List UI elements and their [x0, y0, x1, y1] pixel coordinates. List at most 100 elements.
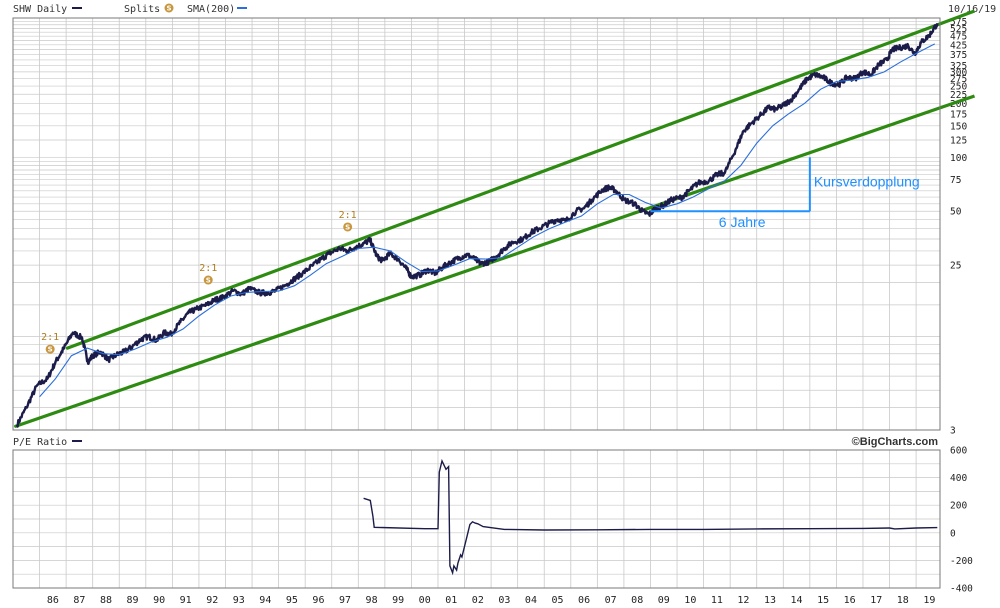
trend-channel-line: [14, 105, 943, 428]
price-y-tick-label: 125: [950, 135, 967, 146]
series-legend-label: SHW Daily: [13, 4, 67, 15]
pe-y-tick-label: -400: [950, 584, 973, 595]
brand-label: ©BigCharts.com: [852, 436, 939, 448]
split-badge-glyph: S: [48, 346, 53, 354]
price-y-tick-label: 150: [950, 121, 967, 132]
x-tick-label: 91: [180, 595, 192, 606]
sma-legend-label: SMA(200): [187, 4, 235, 15]
split-ratio-label: 2:1: [41, 332, 59, 343]
x-tick-label: 15: [817, 595, 829, 606]
sma-line: [39, 43, 935, 398]
x-tick-label: 18: [897, 595, 909, 606]
doubling-annotation: Kursverdopplung 6 Jahre: [650, 157, 920, 230]
x-tick-label: 03: [498, 595, 510, 606]
price-y-tick-label: 200: [950, 99, 967, 110]
split-badge-icon: [203, 275, 213, 285]
price-y-tick-label: 100: [950, 153, 967, 164]
x-tick-label: 90: [153, 595, 165, 606]
pe-series: [363, 458, 938, 576]
price-y-tick-label: 250: [950, 82, 967, 93]
x-tick-label: 97: [339, 595, 351, 606]
trend-channel-line: [65, 21, 943, 350]
trend-channel-extension: [940, 94, 976, 109]
pe-y-tick-label: 400: [950, 473, 967, 484]
x-tick-label: 04: [525, 595, 537, 606]
x-tick-label: 93: [233, 595, 245, 606]
x-tick-label: 94: [259, 595, 271, 606]
price-y-tick-label: 300: [950, 67, 967, 78]
splits-legend-icon: [164, 3, 174, 13]
doubling-label: Kursverdopplung: [814, 173, 920, 189]
pe-legend-label: P/E Ratio: [13, 437, 67, 448]
price-series: [15, 23, 939, 428]
x-tick-label: 13: [764, 595, 776, 606]
x-tick-label: 86: [47, 595, 59, 606]
x-tick-label: 12: [737, 595, 749, 606]
price-y-tick-label: 3: [950, 426, 956, 437]
x-tick-label: 02: [472, 595, 484, 606]
price-line: [15, 23, 939, 428]
split-badge-icon: [45, 344, 55, 354]
x-tick-label: 95: [286, 595, 298, 606]
split-badge-glyph: S: [345, 223, 350, 231]
price-y-tick-label: 475: [950, 32, 967, 43]
price-y-tick-label: 525: [950, 24, 967, 35]
x-tick-label: 05: [551, 595, 563, 606]
x-tick-label: 00: [419, 595, 431, 606]
price-y-tick-label: 575: [950, 17, 967, 28]
x-tick-label: 11: [711, 595, 723, 606]
x-tick-label: 07: [605, 595, 617, 606]
chart-date: 10/16/19: [948, 4, 996, 15]
trend-channel-extension: [940, 9, 976, 25]
x-tick-label: 06: [578, 595, 590, 606]
price-grid: [13, 18, 940, 431]
pe-y-tick-label: 600: [950, 446, 967, 457]
price-y-tick-label: 275: [950, 74, 967, 85]
x-axis: 86 87 88 89 90 91 92 93 94 95 96 97 98 99 00 01 02 03 04 05…: [47, 595, 936, 606]
pe-line: [363, 458, 938, 576]
price-y-tick-label: 75: [950, 175, 961, 186]
pe-y-axis: 600 400 200 0 -200 -400: [950, 446, 973, 595]
x-tick-label: 09: [658, 595, 670, 606]
price-y-tick-label: 175: [950, 109, 967, 120]
splits-legend-label: Splits: [124, 4, 160, 15]
pe-y-tick-label: 200: [950, 501, 967, 512]
pe-legend-swatch: [72, 440, 82, 442]
split-markers: S 2:1 S 2:1 S 2:1: [41, 210, 357, 354]
x-tick-label: 08: [631, 595, 643, 606]
x-tick-label: 17: [870, 595, 882, 606]
series-legend-swatch: [72, 7, 82, 9]
split-ratio-label: 2:1: [199, 263, 217, 274]
x-tick-label: 92: [206, 595, 218, 606]
x-tick-label: 87: [73, 595, 85, 606]
x-tick-label: 10: [684, 595, 696, 606]
splits-legend-icon-glyph: S: [166, 5, 171, 13]
pe-grid: [13, 449, 940, 589]
pe-y-tick-label: 0: [950, 528, 956, 539]
price-y-tick-label: 375: [950, 50, 967, 61]
pe-header: P/E Ratio ©BigCharts.com: [13, 436, 938, 448]
x-tick-label: 14: [791, 595, 803, 606]
pe-panel-frame: [12, 449, 941, 589]
pe-y-tick-label: -200: [950, 556, 973, 567]
price-y-tick-label: 25: [950, 261, 961, 272]
chart-header: SHW Daily Splits S SMA(200) 10/16/19: [13, 3, 996, 15]
price-y-tick-label: 425: [950, 40, 967, 51]
x-tick-label: 96: [312, 595, 324, 606]
x-tick-label: 19: [923, 595, 935, 606]
x-tick-label: 01: [445, 595, 457, 606]
x-tick-label: 99: [392, 595, 404, 606]
x-tick-label: 89: [127, 595, 139, 606]
x-tick-label: 16: [844, 595, 856, 606]
price-panel-frame: [12, 17, 941, 431]
split-ratio-label: 2:1: [339, 210, 357, 221]
split-badge-glyph: S: [206, 277, 211, 285]
trend-channel: [14, 9, 976, 428]
price-y-tick-label: 50: [950, 207, 962, 218]
price-y-tick-label: 225: [950, 90, 967, 101]
years-label: 6 Jahre: [719, 214, 766, 230]
x-tick-label: 98: [366, 595, 378, 606]
